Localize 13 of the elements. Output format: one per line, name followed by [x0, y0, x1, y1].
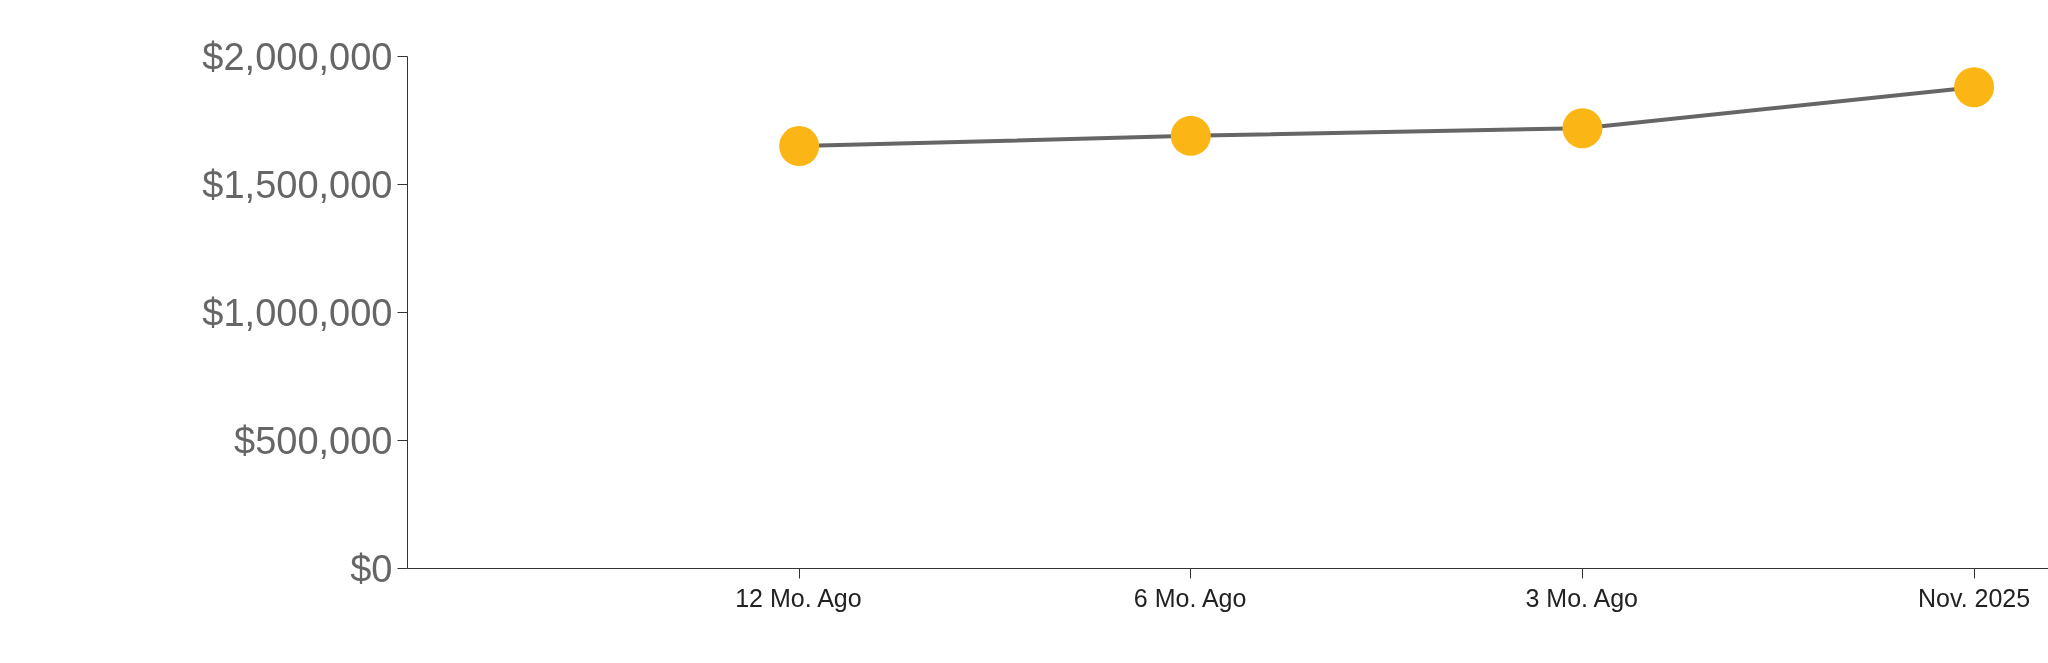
point [779, 126, 820, 167]
y-tick-label: $1,500,000 [202, 163, 393, 206]
x-tick-label: 6 Mo. Ago [1133, 583, 1247, 612]
y-tick-label: $0 [350, 547, 393, 590]
point [1562, 108, 1603, 149]
point [1170, 115, 1211, 156]
x-tick-label: Nov. 2025 [1918, 583, 2031, 612]
x-tick-label: 3 Mo. Ago [1525, 583, 1639, 612]
point [1954, 67, 1995, 108]
y-tick-label: $2,000,000 [202, 35, 393, 78]
y-tick-label: $1,000,000 [202, 291, 393, 334]
x-tick-label: 12 Mo. Ago [735, 583, 862, 612]
y-tick-label: $500,000 [234, 419, 393, 462]
